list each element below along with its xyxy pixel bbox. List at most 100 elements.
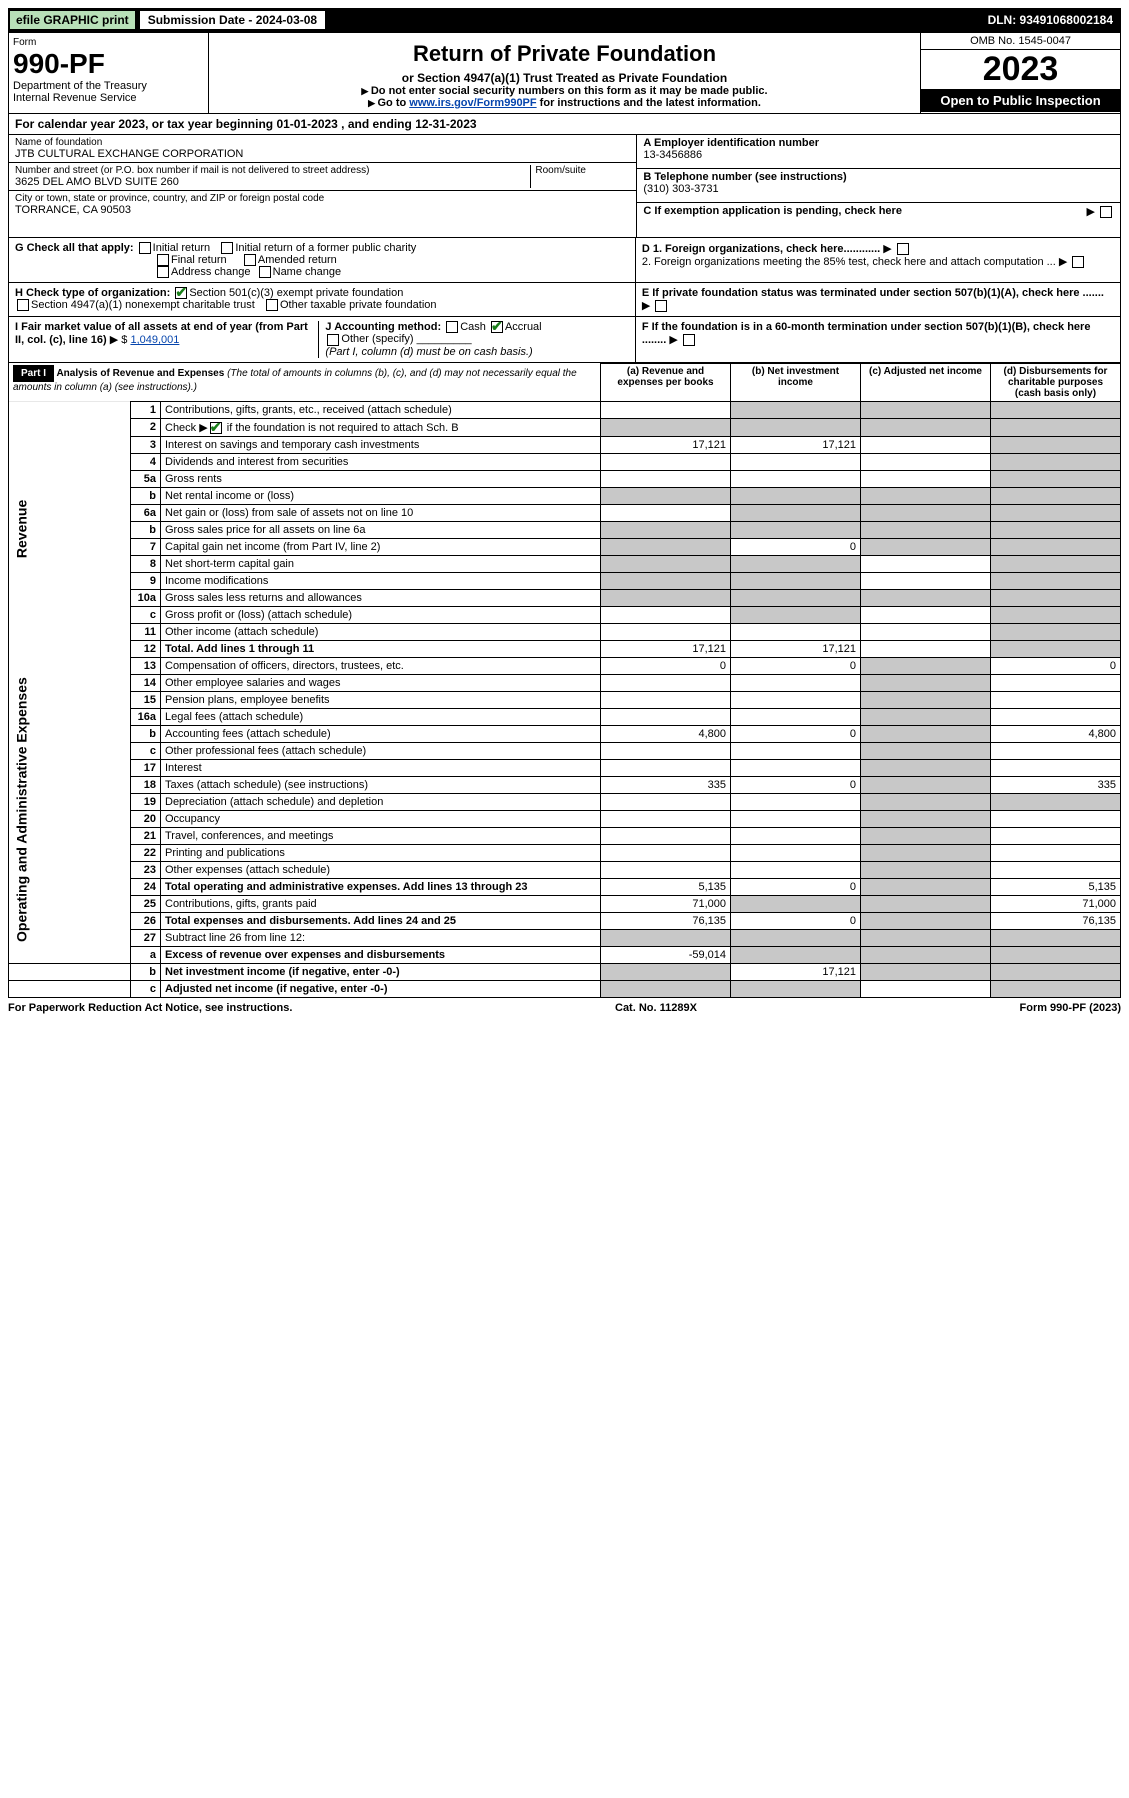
line-num: 23 — [131, 861, 161, 878]
row-8: 8Net short-term capital gain — [9, 555, 1121, 572]
form-label: Form — [13, 37, 204, 48]
line-num: b — [131, 963, 161, 980]
line-num: 22 — [131, 844, 161, 861]
check-schb[interactable] — [210, 422, 222, 434]
g-label: G Check all that apply: — [15, 242, 134, 254]
check-address[interactable] — [157, 266, 169, 278]
line-desc: Printing and publications — [161, 844, 601, 861]
cal-end: 12-31-2023 — [415, 117, 476, 131]
row-9: 9Income modifications — [9, 572, 1121, 589]
val-b: 0 — [731, 776, 861, 793]
foundation-name: JTB CULTURAL EXCHANGE CORPORATION — [15, 148, 630, 160]
room-label: Room/suite — [535, 165, 630, 176]
f-label: F If the foundation is in a 60-month ter… — [642, 321, 1091, 346]
line-num: 26 — [131, 912, 161, 929]
opt-other-tax: Other taxable private foundation — [280, 299, 437, 311]
revenue-label: Revenue — [9, 401, 131, 657]
val-a: 76,135 — [601, 912, 731, 929]
cal-begin: 01-01-2023 — [276, 117, 337, 131]
line-num: 27 — [131, 929, 161, 946]
paperwork-notice: For Paperwork Reduction Act Notice, see … — [8, 1002, 292, 1014]
val-a: 17,121 — [601, 640, 731, 657]
line-desc: Compensation of officers, directors, tru… — [161, 657, 601, 674]
check-other-method[interactable] — [327, 334, 339, 346]
check-e[interactable] — [655, 300, 667, 312]
check-other-tax[interactable] — [266, 299, 278, 311]
check-name[interactable] — [259, 266, 271, 278]
col-d-header: (d) Disbursements for charitable purpose… — [991, 363, 1121, 401]
opt-final: Final return — [171, 254, 227, 266]
opt-address: Address change — [171, 266, 251, 278]
line-num: b — [131, 521, 161, 538]
line-num: 8 — [131, 555, 161, 572]
line-num: 10a — [131, 589, 161, 606]
line-desc: Subtract line 26 from line 12: — [161, 929, 601, 946]
opt-initial-former: Initial return of a former public charit… — [235, 242, 416, 254]
line-num: 18 — [131, 776, 161, 793]
line-desc: Legal fees (attach schedule) — [161, 708, 601, 725]
line-desc: Other employee salaries and wages — [161, 674, 601, 691]
check-d1[interactable] — [897, 243, 909, 255]
r2-post: if the foundation is not required to att… — [224, 422, 459, 434]
line-num: 11 — [131, 623, 161, 640]
open-public: Open to Public Inspection — [921, 89, 1120, 112]
form-header: Form 990-PF Department of the Treasury I… — [8, 32, 1121, 114]
line-desc: Net gain or (loss) from sale of assets n… — [161, 504, 601, 521]
check-amended[interactable] — [244, 254, 256, 266]
line-num: c — [131, 742, 161, 759]
row-21: 21Travel, conferences, and meetings — [9, 827, 1121, 844]
form990pf-link[interactable]: www.irs.gov/Form990PF — [409, 97, 536, 109]
row-6a: 6aNet gain or (loss) from sale of assets… — [9, 504, 1121, 521]
line-desc: Taxes (attach schedule) (see instruction… — [161, 776, 601, 793]
tax-year: 2023 — [921, 50, 1120, 89]
line-num: a — [131, 946, 161, 963]
row-27: 27Subtract line 26 from line 12: — [9, 929, 1121, 946]
irs-label: Internal Revenue Service — [13, 92, 204, 104]
line-desc: Travel, conferences, and meetings — [161, 827, 601, 844]
val-a: 17,121 — [601, 436, 731, 453]
dept-treasury: Department of the Treasury — [13, 80, 204, 92]
opt-name: Name change — [273, 266, 342, 278]
line-desc: Depreciation (attach schedule) and deple… — [161, 793, 601, 810]
line-desc: Other professional fees (attach schedule… — [161, 742, 601, 759]
check-final[interactable] — [157, 254, 169, 266]
check-initial[interactable] — [139, 242, 151, 254]
check-f[interactable] — [683, 334, 695, 346]
line-num: 4 — [131, 453, 161, 470]
check-accrual[interactable] — [491, 321, 503, 333]
note-goto: Go to www.irs.gov/Form990PF for instruct… — [213, 97, 916, 109]
row-27a: aExcess of revenue over expenses and dis… — [9, 946, 1121, 963]
city-state-zip: TORRANCE, CA 90503 — [15, 204, 630, 216]
fmv-value[interactable]: 1,049,001 — [130, 334, 179, 346]
j-label: J Accounting method: — [325, 321, 441, 333]
line-desc: Gross profit or (loss) (attach schedule) — [161, 606, 601, 623]
check-501c3[interactable] — [175, 287, 187, 299]
row-11: 11Other income (attach schedule) — [9, 623, 1121, 640]
row-17: 17Interest — [9, 759, 1121, 776]
row-1: Revenue 1Contributions, gifts, grants, e… — [9, 401, 1121, 418]
omb-number: OMB No. 1545-0047 — [921, 33, 1120, 50]
opt-other-method: Other (specify) — [341, 333, 413, 345]
d1-label: D 1. Foreign organizations, check here..… — [642, 243, 880, 255]
g-d-block: G Check all that apply: Initial return I… — [8, 238, 1121, 283]
check-initial-former[interactable] — [221, 242, 233, 254]
check-4947[interactable] — [17, 299, 29, 311]
line-desc: Net short-term capital gain — [161, 555, 601, 572]
form-number: 990-PF — [13, 48, 204, 80]
exemption-checkbox[interactable] — [1100, 206, 1112, 218]
name-label: Name of foundation — [15, 137, 630, 148]
line-num: 21 — [131, 827, 161, 844]
check-cash[interactable] — [446, 321, 458, 333]
line-num: 6a — [131, 504, 161, 521]
line-num: 19 — [131, 793, 161, 810]
check-d2[interactable] — [1072, 256, 1084, 268]
note-post: for instructions and the latest informat… — [537, 97, 761, 109]
val-a: 5,135 — [601, 878, 731, 895]
line-num: 17 — [131, 759, 161, 776]
note-pre: Go to — [377, 97, 409, 109]
note-ssn: Do not enter social security numbers on … — [213, 85, 916, 97]
line-num: 2 — [131, 418, 161, 436]
opt-initial: Initial return — [153, 242, 210, 254]
opt-accrual: Accrual — [505, 321, 542, 333]
i-j-f-block: I Fair market value of all assets at end… — [8, 317, 1121, 362]
